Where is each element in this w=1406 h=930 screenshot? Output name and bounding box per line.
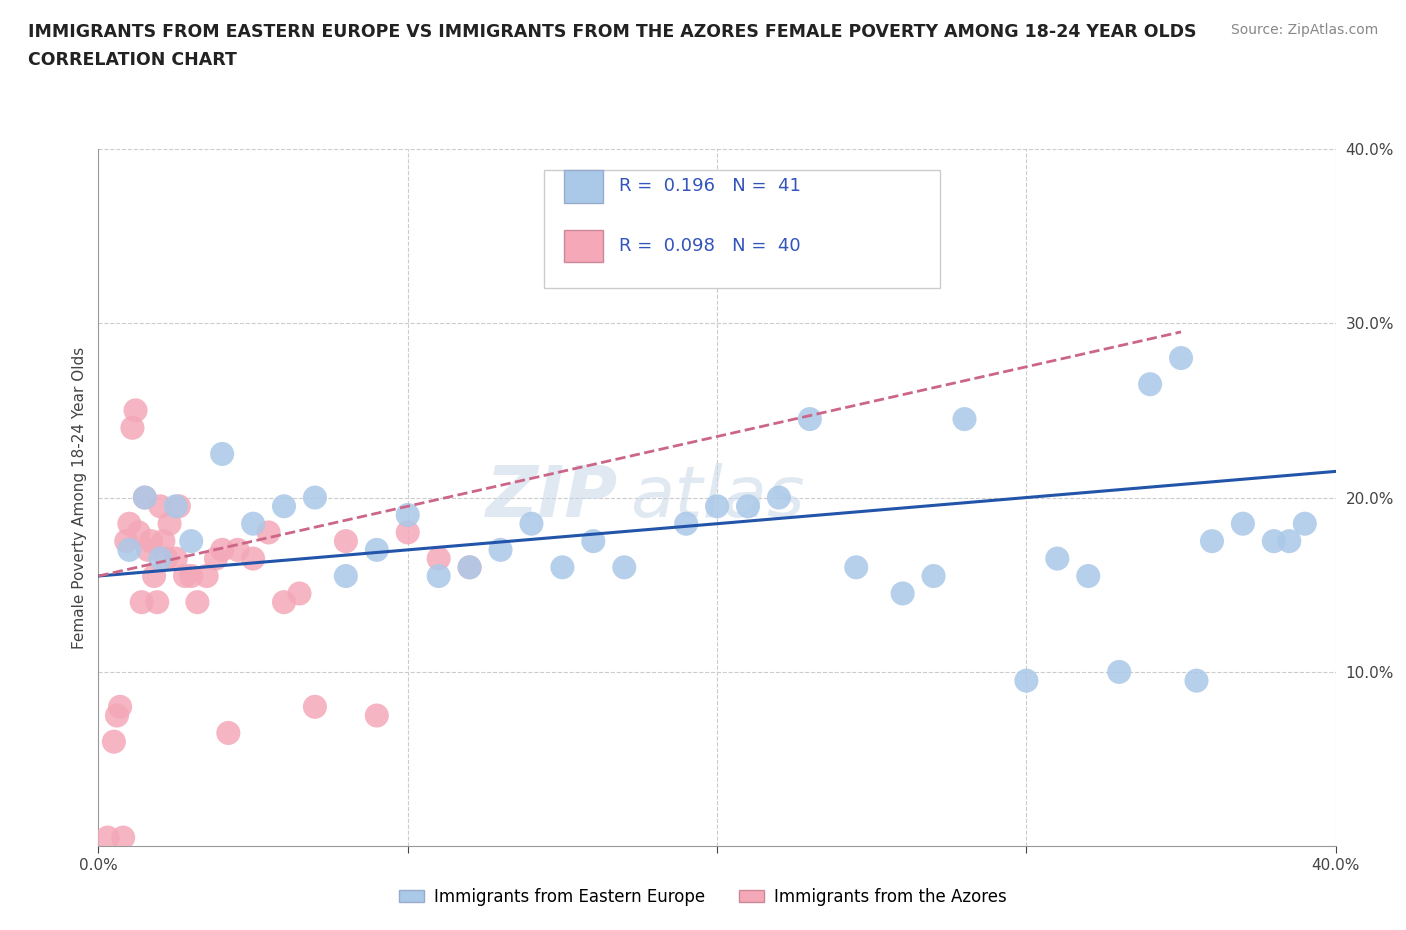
Point (335, 534, 357, 549)
Point (396, 525, 419, 540)
Point (1278, 534, 1301, 549)
Point (1108, 665, 1130, 680)
Point (165, 551, 187, 566)
Point (366, 708, 388, 723)
Point (115, 534, 138, 549)
Point (134, 490, 156, 505)
Point (167, 498, 190, 513)
Point (396, 508, 419, 523)
Point (128, 525, 150, 540)
Y-axis label: Female Poverty Among 18-24 Year Olds: Female Poverty Among 18-24 Year Olds (72, 347, 87, 649)
Point (427, 551, 450, 566)
Point (165, 498, 187, 513)
Point (1139, 377, 1161, 392)
Point (644, 203, 666, 218)
Point (97, 830, 120, 845)
Point (922, 568, 945, 583)
Point (149, 551, 172, 566)
Point (891, 586, 914, 601)
Point (273, 498, 295, 513)
Point (427, 568, 450, 583)
Point (131, 595, 153, 610)
Point (180, 568, 202, 583)
Point (768, 490, 790, 505)
Point (205, 551, 228, 566)
Point (1232, 516, 1254, 531)
Point (845, 560, 868, 575)
Point (304, 699, 326, 714)
Point (613, 560, 636, 575)
Point (155, 551, 177, 566)
FancyBboxPatch shape (564, 230, 603, 262)
Point (105, 708, 128, 723)
Point (675, 516, 697, 531)
Point (953, 412, 976, 427)
Point (211, 446, 233, 461)
FancyBboxPatch shape (564, 170, 603, 203)
Point (108, 699, 131, 714)
Point (489, 542, 512, 557)
Point (1077, 568, 1099, 583)
Point (118, 516, 141, 531)
Point (134, 490, 156, 505)
Point (458, 560, 481, 575)
Point (366, 542, 388, 557)
Point (799, 412, 821, 427)
Point (288, 586, 311, 601)
Point (304, 490, 326, 505)
Point (1015, 673, 1038, 688)
Point (195, 568, 218, 583)
Point (152, 534, 174, 549)
FancyBboxPatch shape (544, 170, 939, 288)
Point (1046, 551, 1069, 566)
Point (124, 403, 146, 418)
Point (257, 525, 280, 540)
Point (180, 534, 202, 549)
Point (520, 516, 543, 531)
Point (242, 516, 264, 531)
Text: atlas: atlas (630, 463, 806, 532)
Point (226, 542, 249, 557)
Text: IMMIGRANTS FROM EASTERN EUROPE VS IMMIGRANTS FROM THE AZORES FEMALE POVERTY AMON: IMMIGRANTS FROM EASTERN EUROPE VS IMMIGR… (28, 23, 1197, 41)
Text: R =  0.098   N =  40: R = 0.098 N = 40 (619, 237, 801, 255)
Point (1294, 516, 1316, 531)
Point (118, 542, 141, 557)
Point (112, 830, 135, 845)
Point (139, 534, 162, 549)
Point (217, 725, 239, 740)
Legend: Immigrants from Eastern Europe, Immigrants from the Azores: Immigrants from Eastern Europe, Immigran… (392, 881, 1014, 912)
Point (103, 735, 125, 750)
Point (706, 498, 728, 513)
Point (146, 595, 169, 610)
Point (737, 498, 759, 513)
Text: ZIP: ZIP (486, 463, 619, 532)
Point (1263, 534, 1285, 549)
Point (211, 542, 233, 557)
Point (143, 568, 166, 583)
Point (121, 420, 143, 435)
Point (1185, 673, 1208, 688)
Point (186, 595, 208, 610)
Point (242, 551, 264, 566)
Point (149, 498, 172, 513)
Point (458, 560, 481, 575)
Point (582, 534, 605, 549)
Text: R =  0.196   N =  41: R = 0.196 N = 41 (619, 178, 801, 195)
Point (1170, 351, 1192, 365)
Point (136, 542, 159, 557)
Point (174, 568, 197, 583)
Point (1201, 534, 1223, 549)
Text: CORRELATION CHART: CORRELATION CHART (28, 51, 238, 69)
Point (273, 595, 295, 610)
Point (551, 560, 574, 575)
Point (159, 516, 181, 531)
Point (335, 568, 357, 583)
Text: Source: ZipAtlas.com: Source: ZipAtlas.com (1230, 23, 1378, 37)
